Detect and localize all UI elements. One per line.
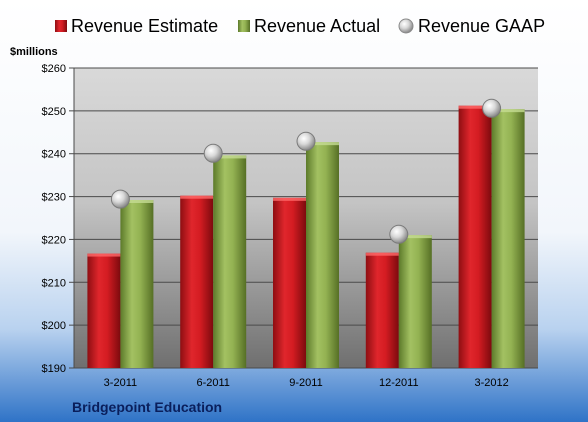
- company-title: Bridgepoint Education: [72, 399, 222, 415]
- x-tick-label: 3-2012: [474, 377, 508, 389]
- y-tick-label: $220: [42, 234, 66, 246]
- y-tick-label: $230: [42, 192, 66, 204]
- marker-revenue-gaap: [482, 98, 502, 118]
- y-axis-label: $millions: [10, 46, 58, 58]
- bar-revenue-actual: [398, 235, 432, 368]
- bar-revenue-estimate: [180, 195, 214, 368]
- y-tick-label: $250: [42, 106, 66, 118]
- x-tick-label: 6-2011: [196, 377, 229, 389]
- y-tick-label: $240: [42, 149, 66, 161]
- marker-revenue-gaap: [389, 224, 409, 244]
- y-tick-label: $190: [42, 363, 66, 375]
- x-tick-label: 12-2011: [379, 377, 419, 389]
- bar-revenue-actual-highlight: [306, 142, 339, 146]
- bar-revenue-estimate-highlight: [87, 253, 121, 257]
- legend-label-gaap: Revenue GAAP: [418, 16, 545, 36]
- marker-revenue-gaap: [296, 131, 316, 151]
- legend: Revenue Estimate Revenue Actual Revenue …: [55, 16, 545, 36]
- legend-label-estimate: Revenue Estimate: [71, 16, 218, 36]
- x-tick-label: 9-2011: [289, 377, 322, 389]
- bar-revenue-estimate: [458, 105, 492, 368]
- legend-label-actual: Revenue Actual: [254, 16, 380, 36]
- y-tick-label: $260: [42, 63, 66, 75]
- legend-swatch-gaap: [398, 18, 414, 34]
- bar-revenue-estimate-highlight: [365, 252, 399, 256]
- bar-revenue-actual: [491, 109, 525, 369]
- bar-revenue-estimate: [365, 252, 399, 368]
- bar-revenue-actual-highlight: [398, 235, 432, 239]
- x-tick-labels: 3-2011 6-2011 9-2011 12-2011 3-2012: [104, 377, 509, 389]
- marker-revenue-gaap: [203, 143, 223, 163]
- bar-revenue-estimate: [87, 253, 121, 368]
- bar-revenue-estimate: [273, 197, 306, 368]
- bar-revenue-actual-highlight: [120, 200, 154, 203]
- bars: [87, 105, 525, 369]
- bar-revenue-actual-highlight: [491, 109, 525, 113]
- x-tick-label: 3-2011: [104, 377, 137, 389]
- bar-revenue-actual: [306, 142, 339, 368]
- bar-revenue-estimate-highlight: [458, 105, 492, 109]
- bar-revenue-actual: [120, 200, 154, 368]
- gaap-markers: [110, 98, 502, 244]
- legend-swatch-estimate: [55, 20, 67, 32]
- marker-revenue-gaap: [110, 189, 130, 209]
- legend-swatch-actual: [238, 20, 250, 32]
- bar-revenue-actual: [213, 155, 247, 368]
- bar-revenue-estimate-highlight: [180, 195, 214, 199]
- bar-revenue-estimate-highlight: [273, 197, 306, 201]
- y-tick-labels: $190 $200 $210 $220 $230 $240 $250 $260: [42, 63, 66, 375]
- bar-revenue-actual-highlight: [213, 155, 247, 159]
- y-tick-label: $210: [42, 277, 66, 289]
- y-tick-label: $200: [42, 320, 66, 332]
